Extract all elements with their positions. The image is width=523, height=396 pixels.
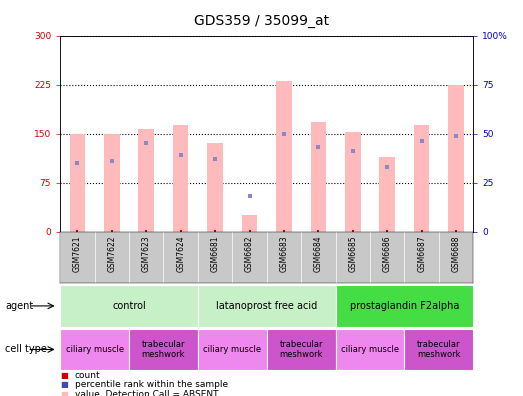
Bar [60, 329, 129, 370]
Bar [173, 125, 188, 232]
Text: GSM7623: GSM7623 [142, 236, 151, 272]
Text: GSM6685: GSM6685 [348, 236, 357, 272]
Text: control: control [112, 301, 146, 311]
Text: ■: ■ [60, 381, 68, 389]
Bar [129, 329, 198, 370]
Text: GSM6688: GSM6688 [451, 236, 461, 272]
Text: ciliary muscle: ciliary muscle [203, 345, 262, 354]
Bar [311, 122, 326, 232]
Bar [139, 129, 154, 232]
Text: GSM6684: GSM6684 [314, 236, 323, 272]
Bar [336, 329, 404, 370]
Text: ciliary muscle: ciliary muscle [65, 345, 123, 354]
Text: count: count [75, 371, 100, 379]
Text: value, Detection Call = ABSENT: value, Detection Call = ABSENT [75, 390, 218, 396]
Bar [276, 81, 292, 232]
Bar [60, 285, 198, 327]
Text: trabecular
meshwork: trabecular meshwork [417, 340, 461, 359]
Bar [242, 215, 257, 232]
Text: GSM7622: GSM7622 [107, 236, 116, 272]
Bar [414, 125, 429, 232]
Text: trabecular
meshwork: trabecular meshwork [142, 340, 185, 359]
Bar [70, 133, 85, 232]
Text: cell type: cell type [5, 345, 47, 354]
Text: ciliary muscle: ciliary muscle [341, 345, 399, 354]
Text: GSM6686: GSM6686 [383, 236, 392, 272]
Text: agent: agent [5, 301, 33, 311]
Bar [198, 329, 267, 370]
Text: GSM6681: GSM6681 [211, 236, 220, 272]
Text: latanoprost free acid: latanoprost free acid [216, 301, 317, 311]
Text: GSM7624: GSM7624 [176, 236, 185, 272]
Text: ■: ■ [60, 371, 68, 379]
Bar [380, 156, 395, 232]
Bar [345, 132, 360, 232]
Text: GSM6687: GSM6687 [417, 236, 426, 272]
Text: percentile rank within the sample: percentile rank within the sample [75, 381, 228, 389]
Bar [207, 143, 223, 232]
Text: GSM6683: GSM6683 [279, 236, 289, 272]
Text: GDS359 / 35099_at: GDS359 / 35099_at [194, 14, 329, 28]
Bar [336, 285, 473, 327]
Bar [267, 329, 336, 370]
Text: GSM6682: GSM6682 [245, 236, 254, 272]
Text: trabecular
meshwork: trabecular meshwork [279, 340, 323, 359]
Text: prostaglandin F2alpha: prostaglandin F2alpha [350, 301, 459, 311]
Text: GSM7621: GSM7621 [73, 236, 82, 272]
Bar [404, 329, 473, 370]
Bar [104, 133, 120, 232]
Bar [448, 85, 464, 232]
Text: ■: ■ [60, 390, 68, 396]
Bar [198, 285, 336, 327]
